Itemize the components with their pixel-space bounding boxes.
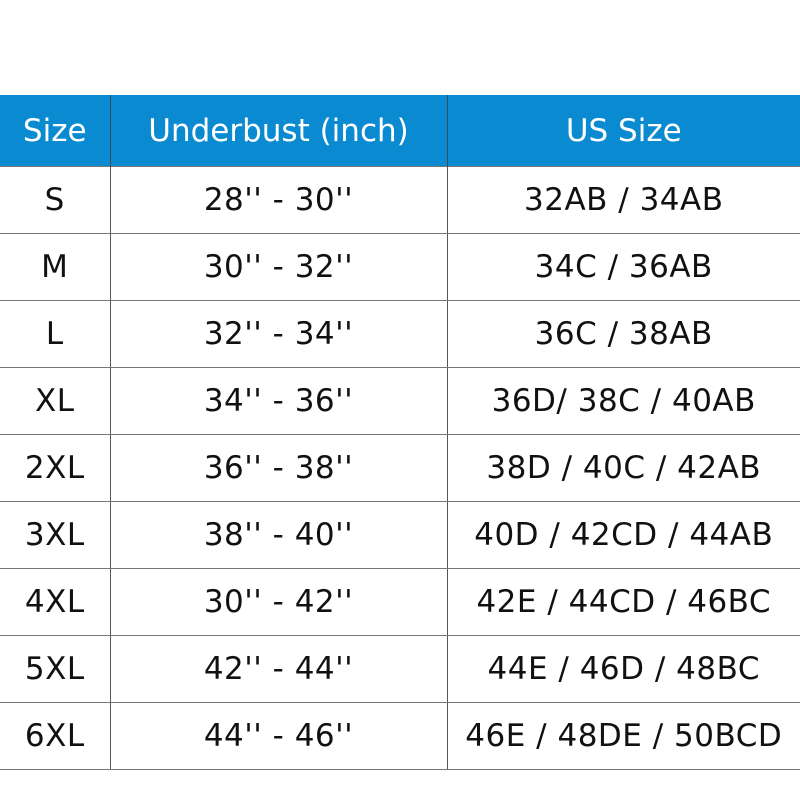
size-cell: 4XL — [0, 568, 110, 636]
underbust-cell: 32'' - 34'' — [109, 300, 447, 368]
table-row: S 28'' - 30'' 32AB / 34AB — [0, 166, 800, 234]
underbust-cell: 30'' - 42'' — [109, 568, 447, 636]
table-row: XL 34'' - 36'' 36D/ 38C / 40AB — [0, 367, 800, 435]
table-row: M 30'' - 32'' 34C / 36AB — [0, 233, 800, 301]
size-cell: M — [0, 233, 110, 301]
us-size-cell: 44E / 46D / 48BC — [446, 635, 800, 703]
size-cell: 3XL — [0, 501, 110, 569]
us-size-cell: 34C / 36AB — [446, 233, 800, 301]
underbust-cell: 42'' - 44'' — [109, 635, 447, 703]
header-underbust: Underbust (inch) — [109, 95, 447, 167]
table-row: 5XL 42'' - 44'' 44E / 46D / 48BC — [0, 635, 800, 703]
table-row: 2XL 36'' - 38'' 38D / 40C / 42AB — [0, 434, 800, 502]
underbust-cell: 30'' - 32'' — [109, 233, 447, 301]
header-us-size: US Size — [446, 95, 800, 167]
size-chart-table: Size Underbust (inch) US Size S 28'' - 30… — [0, 95, 800, 770]
table-row: L 32'' - 34'' 36C / 38AB — [0, 300, 800, 368]
size-cell: L — [0, 300, 110, 368]
us-size-cell: 36D/ 38C / 40AB — [446, 367, 800, 435]
us-size-cell: 42E / 44CD / 46BC — [446, 568, 800, 636]
us-size-cell: 32AB / 34AB — [446, 166, 800, 234]
table-row: 4XL 30'' - 42'' 42E / 44CD / 46BC — [0, 568, 800, 636]
size-cell: XL — [0, 367, 110, 435]
size-cell: S — [0, 166, 110, 234]
underbust-cell: 38'' - 40'' — [109, 501, 447, 569]
underbust-cell: 44'' - 46'' — [109, 702, 447, 770]
us-size-cell: 38D / 40C / 42AB — [446, 434, 800, 502]
size-cell: 6XL — [0, 702, 110, 770]
header-size: Size — [0, 95, 110, 167]
table-row: 3XL 38'' - 40'' 40D / 42CD / 44AB — [0, 501, 800, 569]
us-size-cell: 36C / 38AB — [446, 300, 800, 368]
underbust-cell: 36'' - 38'' — [109, 434, 447, 502]
header-row: Size Underbust (inch) US Size — [0, 95, 800, 167]
underbust-cell: 34'' - 36'' — [109, 367, 447, 435]
table-row: 6XL 44'' - 46'' 46E / 48DE / 50BCD — [0, 702, 800, 770]
us-size-cell: 46E / 48DE / 50BCD — [446, 702, 800, 770]
size-cell: 2XL — [0, 434, 110, 502]
underbust-cell: 28'' - 30'' — [109, 166, 447, 234]
us-size-cell: 40D / 42CD / 44AB — [446, 501, 800, 569]
size-cell: 5XL — [0, 635, 110, 703]
